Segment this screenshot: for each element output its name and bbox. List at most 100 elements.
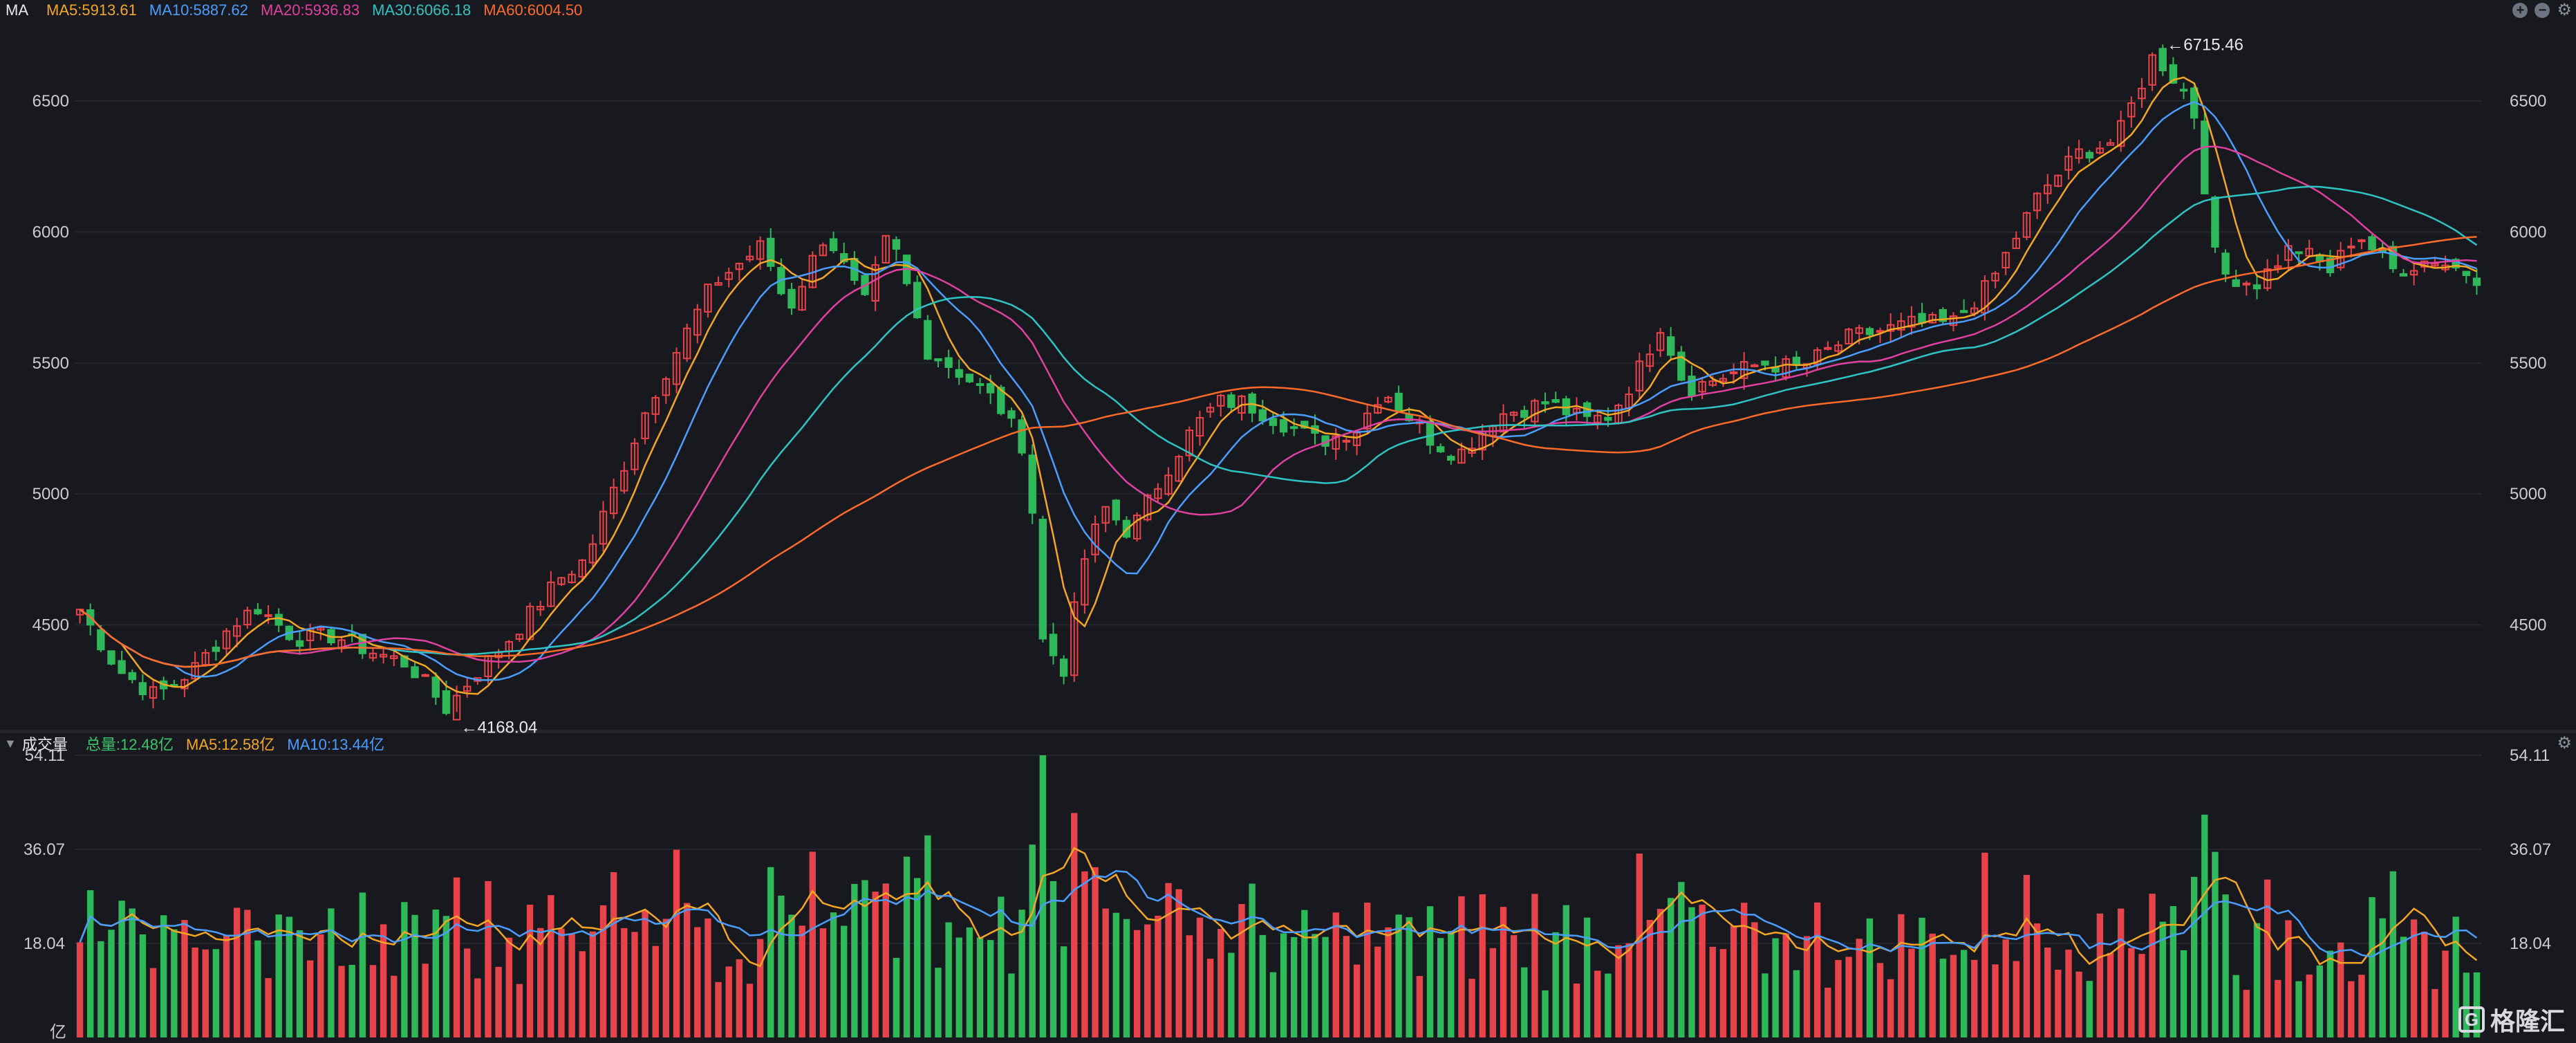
volume-bar [1479, 894, 1486, 1037]
candle-body [2211, 196, 2219, 248]
volume-bar [2138, 954, 2145, 1037]
volume-indicator-bar: ▼ 成交量 总量:12.48亿 MA5:12.58亿 MA10:13.44亿 [0, 733, 397, 754]
volume-bar [945, 922, 952, 1037]
volume-bar [1416, 976, 1424, 1037]
volume-bar [2201, 814, 2208, 1037]
volume-bar [505, 937, 512, 1037]
volume-bar [2253, 923, 2261, 1037]
volume-bar [1406, 917, 1412, 1037]
volume-bar [1332, 912, 1339, 1037]
volume-ma-line-ma10 [79, 870, 2478, 958]
candle-body [1719, 378, 1728, 382]
volume-bar [516, 984, 523, 1037]
candle-body [317, 627, 325, 631]
volume-bar [610, 871, 617, 1037]
volume-bar [2075, 971, 2082, 1037]
volume-bar [275, 914, 282, 1037]
volume-bar [181, 920, 188, 1037]
volume-bar [2055, 969, 2062, 1037]
candle-body [452, 694, 461, 721]
volume-bar [2128, 948, 2135, 1037]
volume-bar [453, 877, 460, 1037]
candle-body [1217, 394, 1225, 407]
volume-bar [704, 918, 711, 1037]
candle-body [107, 650, 115, 665]
candle-body [641, 412, 649, 439]
volume-bar [1824, 987, 1831, 1037]
volume-bar [589, 931, 597, 1037]
candle-body [1007, 410, 1016, 419]
candle-body [138, 682, 147, 696]
candle-body [2221, 252, 2230, 275]
panel-divider [0, 730, 2576, 733]
volume-bar [1668, 898, 1674, 1037]
volume-bar [369, 965, 377, 1037]
volume-bar [715, 981, 722, 1037]
candle-body [2252, 284, 2261, 290]
candle-body [2295, 251, 2303, 255]
volume-bar [76, 942, 84, 1037]
volume-panel-label: 成交量 [21, 736, 68, 753]
volume-bar [401, 902, 408, 1037]
candle-body [2232, 279, 2240, 287]
candle-body [976, 383, 984, 387]
volume-bar [432, 910, 439, 1037]
volume-bar [1468, 979, 1475, 1037]
volume-bar [2159, 921, 2166, 1037]
volume-bar [1353, 964, 1361, 1037]
candle-body [274, 613, 283, 626]
ma-line-ma30 [79, 185, 2478, 668]
candle-body [924, 320, 932, 360]
volume-bar [2421, 932, 2428, 1037]
candle-body [2001, 252, 2010, 269]
candle-body [588, 543, 597, 564]
volume-bar [599, 905, 607, 1037]
candle-body [1782, 358, 1790, 378]
volume-bar [1249, 883, 1256, 1037]
volume-bar [2452, 916, 2459, 1037]
volume-bar [1269, 972, 1277, 1037]
volume-bar [1908, 948, 1915, 1037]
volume-bar [2002, 939, 2009, 1037]
volume-bar [893, 957, 900, 1037]
volume-bar [1583, 917, 1591, 1037]
candle-body [1018, 419, 1026, 454]
volume-bar [1919, 917, 1925, 1037]
candle-body [1761, 360, 1769, 366]
candle-body [515, 634, 524, 640]
candle-body [411, 666, 419, 679]
candle-body [1708, 380, 1717, 386]
plus-circle-icon[interactable]: + [2512, 3, 2528, 18]
candle-body [1112, 499, 1121, 521]
candle-body [1594, 414, 1602, 423]
volume-bar [1719, 949, 1727, 1037]
candle-body [1091, 523, 1099, 555]
candle-body [2085, 151, 2093, 159]
volume-bar [2400, 936, 2407, 1037]
volume-bar [192, 947, 198, 1037]
minus-circle-icon[interactable]: − [2535, 3, 2550, 18]
gear-icon[interactable]: ⚙ [2557, 1, 2572, 19]
candle-body [1677, 351, 1686, 381]
candle-body [735, 263, 744, 270]
volume-bar [673, 849, 680, 1037]
chevron-down-icon[interactable]: ▼ [4, 736, 17, 750]
candle-body [1981, 280, 1989, 314]
volume-bar [2180, 950, 2187, 1037]
volume-bar [87, 890, 94, 1037]
volume-bar [2190, 876, 2198, 1037]
candle-body [1279, 419, 1288, 433]
candle-body [1520, 409, 1529, 418]
candle-body [2179, 89, 2188, 92]
volume-bar [1029, 844, 1036, 1037]
volume-tick-right: 18.04 [2510, 934, 2551, 953]
volume-bar [2243, 990, 2250, 1037]
volume-bar [2442, 950, 2449, 1037]
gear-icon[interactable]: ⚙ [2557, 734, 2572, 753]
candle-body [1991, 273, 1999, 281]
volume-bar [118, 901, 125, 1037]
candle-body [662, 378, 671, 396]
ma20-indicator: MA20:5936.83 [260, 1, 360, 19]
volume-bar [1542, 990, 1549, 1037]
